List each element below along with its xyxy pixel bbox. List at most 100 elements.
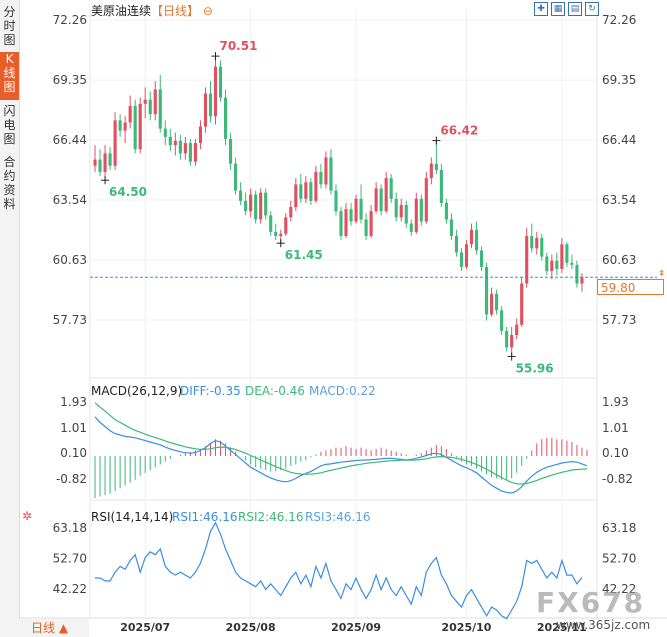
tab-contract-info[interactable]: 合约资料 (3, 155, 16, 211)
candle-body (429, 163, 433, 179)
candle-body (469, 229, 474, 245)
candle-body (264, 192, 268, 216)
candle-body (163, 128, 167, 137)
refresh-icon[interactable]: ↻ (585, 2, 599, 16)
candle-body (153, 89, 157, 115)
sun-settings-icon: ✲ (22, 509, 32, 523)
candle-body (223, 97, 228, 139)
period-selector-label: 日线 (31, 621, 56, 635)
high-label: 66.42 (440, 124, 478, 138)
candle-body (178, 140, 182, 154)
price-tick-left: 66.44 (53, 133, 87, 147)
macd-tick-left: 1.01 (60, 421, 87, 435)
candle-body (560, 244, 564, 270)
macd-tick-left: 0.10 (60, 446, 87, 460)
rsi-tick-right: 63.18 (602, 521, 636, 535)
candle-body (274, 231, 278, 236)
date-tick: 2025/09 (331, 621, 381, 634)
candle-body (439, 169, 443, 203)
candle-body (525, 235, 529, 284)
candle-body (449, 219, 453, 236)
candle-body (490, 293, 494, 315)
price-tick-right: 57.73 (602, 313, 636, 327)
candle-body (515, 324, 519, 336)
tab-kline[interactable]: K线图 (0, 52, 19, 100)
candle-body (520, 283, 524, 325)
watermark-url: www.365jz.com (556, 618, 651, 632)
candle-body (339, 211, 343, 236)
candle-body (389, 178, 393, 199)
macd-dea-label: DEA:-0.46 (245, 384, 305, 398)
rsi-tick-left: 63.18 (53, 521, 87, 535)
chart-title: 美原油连续【日线】 ⊖ (91, 2, 213, 19)
candle-body (198, 126, 202, 144)
price-tick-right: 69.35 (602, 73, 636, 87)
candle-body (284, 217, 288, 234)
price-tick-left: 72.26 (53, 13, 87, 27)
candle-body (555, 260, 559, 270)
low-label: 55.96 (516, 362, 554, 376)
candle-body (269, 215, 273, 232)
rsi2-label: RSI2:46.16 (238, 510, 304, 524)
macd-diff-label: DIFF:-0.35 (180, 384, 241, 398)
candle-body (228, 138, 233, 164)
macd-tick-left: 1.93 (60, 395, 87, 409)
period-label[interactable]: 【日线】 (151, 4, 200, 18)
candle-body (444, 202, 448, 220)
candle-body (364, 219, 368, 236)
price-tick-right: 72.26 (602, 13, 636, 27)
crosshair-icon[interactable]: ✚ (534, 2, 548, 16)
candle-body (259, 192, 263, 220)
candle-body (133, 105, 137, 150)
price-tick-right: 63.54 (602, 193, 636, 207)
chart-icon[interactable]: ▤ (568, 2, 582, 16)
macd-tick-right: 1.93 (602, 395, 629, 409)
candle-body (103, 153, 107, 172)
candle-body (359, 198, 363, 220)
candle-body (394, 198, 398, 218)
candle-body (459, 252, 464, 267)
date-tick: 2025/08 (226, 621, 276, 634)
candle-body (319, 171, 323, 185)
date-tick: 2025/07 (120, 621, 170, 634)
candle-body (329, 157, 333, 191)
price-tick-left: 63.54 (53, 193, 87, 207)
candle-body (570, 262, 574, 265)
price-tick-right: 66.44 (602, 133, 636, 147)
candle-body (550, 260, 554, 272)
candle-body (93, 159, 97, 166)
candle-body (500, 310, 504, 331)
tab-time-sharing[interactable]: 分时图 (3, 5, 16, 47)
candle-body (369, 211, 373, 236)
last-price-tag: 59.80 (597, 279, 664, 295)
rsi3-label: RSI3:46.16 (305, 510, 371, 524)
candle-body (113, 120, 117, 166)
candle-body (234, 163, 238, 191)
candle-body (580, 277, 584, 284)
candle-body (419, 198, 423, 222)
price-tick-left: 69.35 (53, 73, 87, 87)
candle-body (173, 140, 177, 146)
candle-body (249, 194, 253, 212)
watermark-logo: FX678 (536, 586, 646, 619)
candle-body (399, 204, 403, 218)
candle-body (218, 66, 223, 98)
candle-body (244, 200, 248, 212)
candle-body (510, 335, 514, 348)
candle-body (158, 89, 162, 129)
candle-body (213, 66, 218, 117)
zoom-icon[interactable]: ▦ (551, 2, 565, 16)
candle-body (354, 198, 358, 222)
minus-circle-icon[interactable]: ⊖ (202, 4, 213, 18)
candle-body (208, 93, 213, 117)
candle-body (289, 207, 293, 218)
period-selector[interactable]: 日线 ▲ (19, 619, 89, 637)
rsi-tick-left: 42.22 (53, 582, 87, 596)
candle-body (479, 250, 484, 267)
candle-body (294, 184, 298, 208)
candle-body (379, 188, 383, 212)
instrument-name: 美原油连续 (91, 4, 152, 18)
tab-flash[interactable]: 闪电图 (3, 104, 16, 146)
candle-body (384, 178, 388, 212)
